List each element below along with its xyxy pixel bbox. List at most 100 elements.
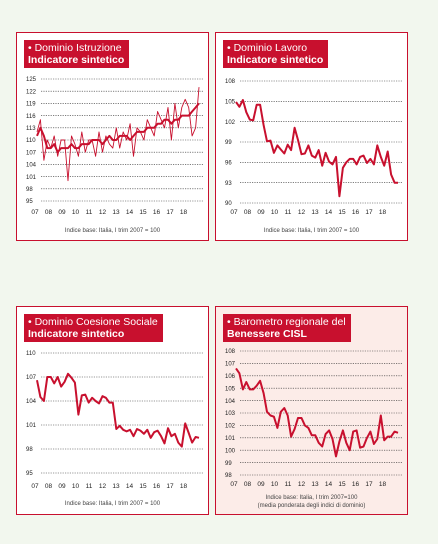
panel-istruzione: • Dominio Istruzione Indicatore sintetic… [16,32,209,241]
x-tick-label: 09 [58,483,66,490]
x-tick-label: 13 [311,481,319,488]
y-tick-label: 107 [225,362,236,368]
x-tick-label: 13 [112,209,120,216]
x-tick-label: 11 [86,483,93,490]
y-tick-label: 105 [225,100,236,106]
x-tick-label: 14 [126,209,134,216]
x-tick-label: 12 [99,483,107,490]
x-tick-label: 18 [180,483,188,490]
x-tick-label: 08 [244,209,252,216]
panel-title-line1: • Dominio Coesione Sociale [28,316,158,328]
y-tick-label: 103 [225,411,236,417]
panel-title-line2: Indicatore sintetico [28,54,125,66]
y-tick-label: 106 [225,374,236,380]
x-tick-label: 07 [230,481,238,488]
x-tick-label: 12 [298,481,306,488]
x-tick-label: 16 [352,209,360,216]
x-tick-label: 17 [166,209,174,216]
y-tick-label: 90 [225,201,232,207]
y-tick-label: 104 [26,163,37,169]
base-note: Indice base: Italia, I trim 2007 = 100 [17,227,208,235]
panel-header: • Dominio Lavoro Indicatore sintetico [223,40,329,68]
chart-lavoro: 90 93 96 99 102 105 108 07 08 09 10 11 12 13 14 15 16 17 1… [225,79,402,216]
y-tick-label: 122 [26,89,37,95]
x-tick-label: 09 [58,209,66,216]
y-tick-label: 93 [225,181,232,187]
x-tick-label: 08 [45,209,53,216]
y-tick-label: 107 [26,375,37,381]
base-note: Indice base: Italia, I trim 2007=100 (me… [216,494,407,510]
base-note-line1: Indice base: Italia, I trim 2007 = 100 [64,228,161,234]
panel-title-line1: • Dominio Istruzione [28,42,122,54]
x-tick-label: 12 [298,209,306,216]
y-tick-label: 100 [225,448,236,454]
y-tick-label: 104 [26,399,37,405]
x-tick-label: 18 [379,481,387,488]
x-tick-label: 17 [365,481,373,488]
chart-istruzione: 95 98 101 104 107 110 113 116 119 122 125 07 08 09 10 1… [26,77,203,216]
panel-header: • Barometro regionale del Benessere CISL [223,314,351,342]
x-tick-label: 09 [257,209,265,216]
y-tick-label: 98 [26,187,33,193]
y-tick-label: 98 [225,473,232,479]
base-note-line1: Indice base: Italia, I trim 2007 = 100 [64,501,161,507]
x-tick-label: 11 [86,209,93,216]
y-tick-label: 125 [26,77,37,83]
x-tick-label: 16 [153,209,161,216]
panel-title-line1: • Barometro regionale del [227,316,346,328]
chart-coesione-sociale: 95 98 101 104 107 110 07 08 09 10 11 12 13 14 15 16 17 18 [26,351,203,490]
x-tick-label: 09 [257,481,265,488]
x-tick-label: 10 [72,209,80,216]
y-tick-label: 101 [225,436,236,442]
y-tick-label: 110 [26,351,36,357]
x-tick-label: 08 [45,483,53,490]
base-note-line2: (media ponderata degli indici di dominio… [257,503,366,509]
y-tick-label: 102 [225,424,236,430]
series-line-2 [36,87,200,182]
panel-header: • Dominio Istruzione Indicatore sintetic… [24,40,130,68]
panel-title-line2: Benessere CISL [227,328,307,340]
x-tick-label: 12 [99,209,107,216]
x-tick-label: 07 [31,483,39,490]
y-tick-label: 99 [225,140,232,146]
y-tick-label: 108 [225,79,236,85]
y-tick-label: 99 [225,461,232,467]
y-tick-label: 119 [26,102,36,108]
y-tick-label: 105 [225,386,236,392]
panel-coesione-sociale: • Dominio Coesione Sociale Indicatore si… [16,306,209,515]
x-tick-label: 14 [325,481,333,488]
y-tick-label: 113 [26,126,36,132]
panel-barometro: • Barometro regionale del Benessere CISL… [215,306,408,515]
x-tick-label: 16 [153,483,161,490]
chart-barometro: 98 99 100 101 102 103 104 105 106 107 108 07 08 09 10 1… [225,349,402,488]
y-tick-label: 104 [225,399,236,405]
x-tick-label: 07 [230,209,238,216]
x-tick-label: 08 [244,481,252,488]
y-tick-label: 95 [26,199,33,205]
x-tick-label: 15 [338,209,346,216]
x-tick-label: 10 [72,483,80,490]
x-tick-label: 11 [285,209,292,216]
x-tick-label: 18 [379,209,387,216]
panel-title-line1: • Dominio Lavoro [227,42,308,54]
x-tick-label: 10 [271,209,279,216]
x-tick-label: 10 [271,481,279,488]
y-tick-label: 95 [26,471,33,477]
panel-title-line2: Indicatore sintetico [227,54,324,66]
x-tick-label: 16 [352,481,360,488]
series-line-1 [235,99,398,198]
panel-lavoro: • Dominio Lavoro Indicatore sintetico 90… [215,32,408,241]
y-tick-label: 102 [225,120,236,126]
x-tick-label: 18 [180,209,188,216]
base-note-line1: Indice base: Italia, I trim 2007 = 100 [263,228,360,234]
panel-header: • Dominio Coesione Sociale Indicatore si… [24,314,163,342]
x-tick-label: 14 [325,209,333,216]
x-tick-label: 15 [338,481,346,488]
x-tick-label: 15 [139,209,147,216]
x-tick-label: 17 [365,209,373,216]
y-tick-label: 116 [26,114,36,120]
x-tick-label: 14 [126,483,134,490]
base-note-line1: Indice base: Italia, I trim 2007=100 [265,495,358,501]
y-tick-label: 96 [225,161,232,167]
